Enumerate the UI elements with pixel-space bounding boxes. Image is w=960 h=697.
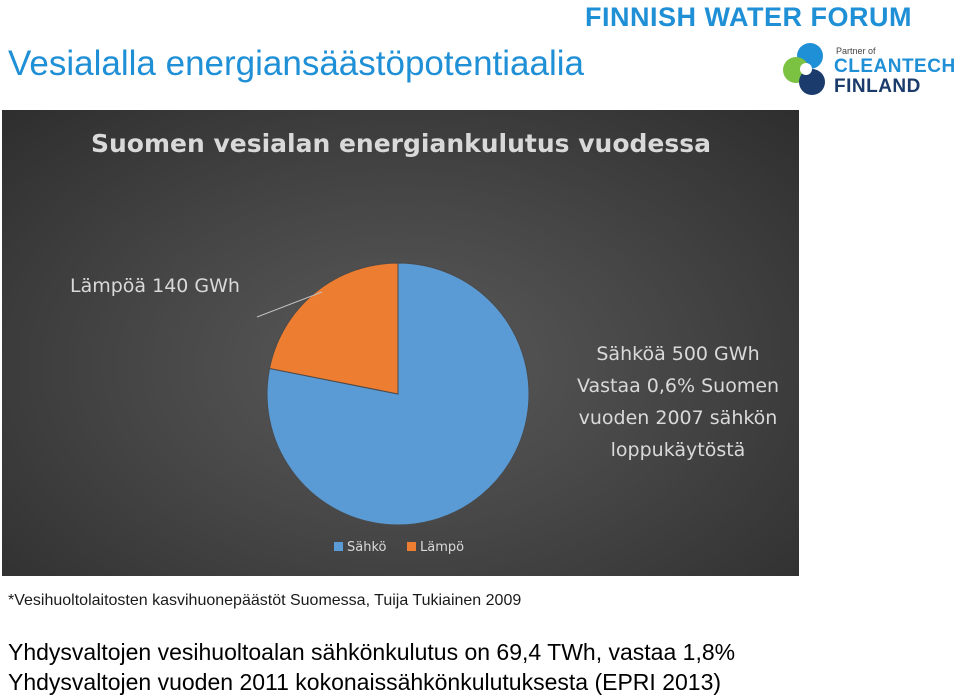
leader-line [256,291,323,318]
footer-line: Yhdysvaltojen vesihuoltoalan sähkönkulut… [8,639,736,665]
annotation-sahko-line: Vastaa 0,6% Suomen [577,375,779,397]
brand-logo-text: FINNISH WATER FORUM [585,2,912,32]
pie-slice-lampo [268,262,399,395]
legend: Sähkö Lämpö [334,540,464,555]
chart-title: Suomen vesialan energiankulutus vuodessa [91,129,711,158]
annotation-sahko: Sähköä 500 GWh Vastaa 0,6% Suomen vuoden… [577,343,779,461]
partner-logo: Partner of CLEANTECH FINLAND [780,38,955,106]
footer-text: Yhdysvaltojen vesihuoltoalan sähkönkulut… [8,637,735,697]
pie-chart: Suomen vesialan energiankulutus vuodessa… [70,129,779,555]
legend-swatch-lampo [407,542,416,551]
partner-name-line1: CLEANTECH [834,56,956,77]
slide-title: Vesialalla energiansäästöpotentiaalia [8,44,584,83]
chart-panel: Suomen vesialan energiankulutus vuodessa… [2,110,799,576]
legend-swatch-sahko [334,542,343,551]
annotation-sahko-line: loppukäytöstä [611,439,746,461]
source-note: *Vesihuoltolaitosten kasvihuonepäästöt S… [8,592,522,609]
annotation-sahko-line: Sähköä 500 GWh [596,343,759,365]
partner-of-label: Partner of [836,46,876,56]
legend-label-lampo: Lämpö [420,540,464,555]
annotation-sahko-line: vuoden 2007 sähkön [579,407,778,429]
legend-label-sahko: Sähkö [347,540,387,555]
pie-slices [266,262,530,526]
footer-line: Yhdysvaltojen vuoden 2011 kokonaissähkön… [8,669,722,695]
partner-name-line2: FINLAND [834,76,921,97]
annotation-lampo: Lämpöä 140 GWh [70,275,240,297]
cleantech-leaf-icon [783,43,825,95]
